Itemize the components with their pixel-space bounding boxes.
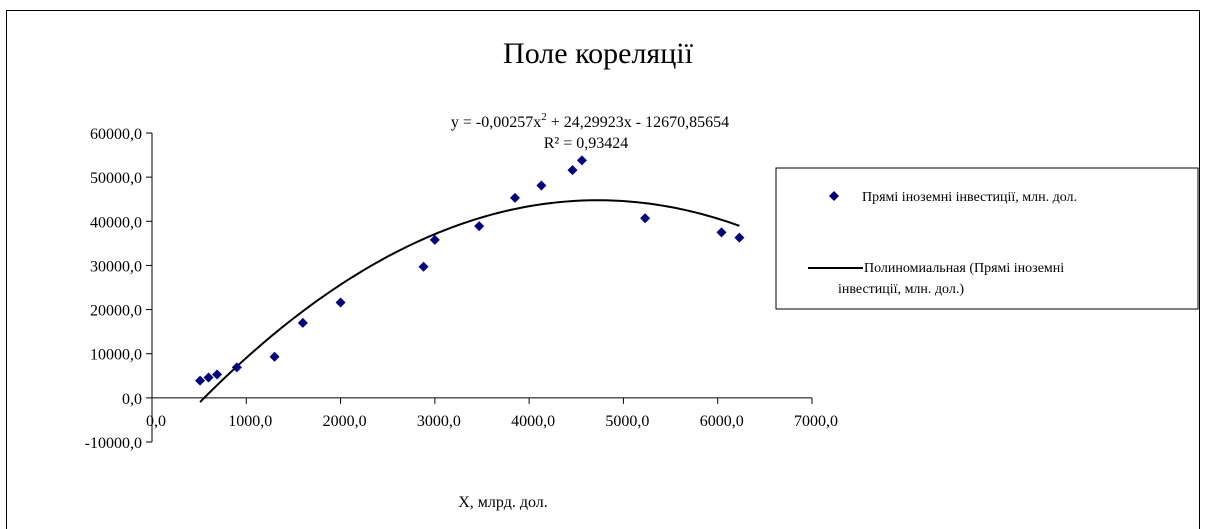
- r-squared-label: R² = 0,93424: [544, 135, 629, 152]
- data-point: [510, 192, 520, 203]
- data-point: [734, 232, 745, 243]
- legend-label-series: Прямі іноземні інвестиції, млн. дол.: [862, 190, 1077, 205]
- x-axis-label: X, млрд. дол.: [458, 494, 548, 511]
- data-point: [576, 155, 587, 166]
- chart-frame: [6, 10, 1200, 529]
- data-point: [297, 317, 308, 328]
- points-layer: [195, 155, 745, 386]
- y-tick-label: -10000,0: [85, 435, 142, 452]
- x-tick-label: 5000,0: [605, 413, 649, 430]
- x-tick-label: 3000,0: [417, 413, 461, 430]
- y-tick-label: 10000,0: [90, 347, 142, 364]
- data-point: [567, 165, 578, 176]
- data-point: [203, 372, 214, 383]
- x-tick-label: 6000,0: [700, 413, 744, 430]
- data-point: [212, 369, 223, 380]
- data-point: [231, 362, 242, 373]
- x-tick-label: 4000,0: [511, 413, 555, 430]
- y-tick-label: 20000,0: [90, 303, 142, 320]
- data-point: [536, 180, 547, 191]
- legend: Прямі іноземні інвестиції, млн. дол. Пол…: [775, 167, 1199, 310]
- x-tick-label: 7000,0: [794, 413, 838, 430]
- x-tick-label: 2000,0: [323, 413, 367, 430]
- y-tick-label: 40000,0: [90, 214, 142, 231]
- y-tick-label: 30000,0: [90, 258, 142, 275]
- x-tick-label: 1000,0: [228, 413, 272, 430]
- legend-label-trend-line-1: Полиномиальная (Прямі іноземні: [864, 261, 1064, 276]
- data-point: [474, 221, 485, 232]
- data-point: [429, 234, 440, 245]
- data-point: [269, 351, 280, 362]
- axes: -10000,00,010000,020000,030000,040000,05…: [85, 126, 838, 452]
- data-point: [335, 297, 346, 308]
- trendline-curve: [199, 199, 740, 403]
- data-point: [640, 213, 651, 224]
- legend-label-trend-line-2: інвестиції, млн. дол.): [838, 282, 964, 297]
- trendline-equation: y = -0,00257x2 + 24,29923x - 12670,85654: [451, 111, 729, 131]
- x-tick-label: 0,0: [146, 413, 166, 430]
- legend-marker-diamond: [829, 191, 839, 201]
- data-point: [716, 227, 727, 238]
- legend-box: [775, 167, 1199, 310]
- data-point: [195, 375, 206, 386]
- y-tick-label: 60000,0: [90, 126, 142, 143]
- data-point: [418, 261, 429, 272]
- y-tick-label: 50000,0: [90, 170, 142, 187]
- chart-title: Поле кореляції: [503, 37, 694, 70]
- trendline-layer: [199, 199, 740, 403]
- y-tick-label: 0,0: [122, 391, 142, 408]
